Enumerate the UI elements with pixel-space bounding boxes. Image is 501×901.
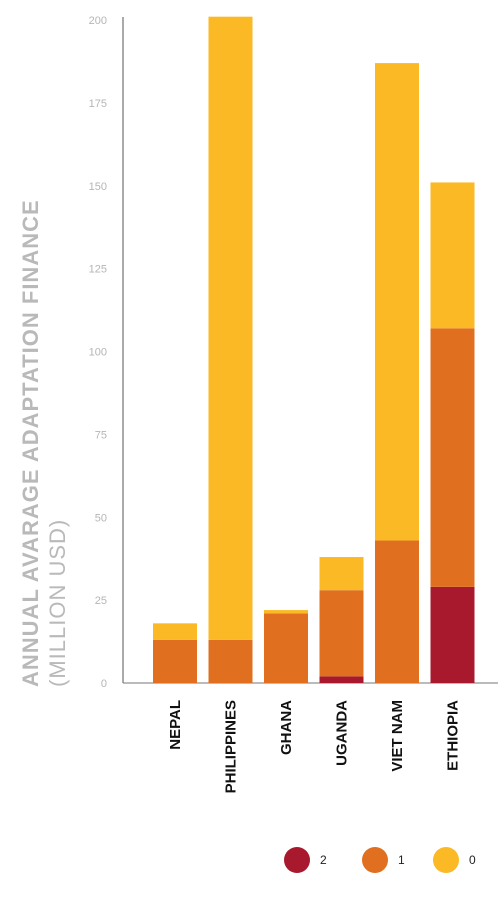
- y-tick-label: 100: [89, 347, 107, 359]
- legend-swatch-0: [433, 847, 459, 873]
- category-label: PHILIPPINES: [223, 700, 240, 793]
- y-tick-label: 0: [101, 678, 107, 690]
- y-tick-label: 125: [89, 264, 107, 276]
- legend: 2 1 0: [284, 847, 476, 873]
- y-tick-label: 50: [95, 512, 107, 524]
- y-tick-label: 75: [95, 429, 107, 441]
- bar-segment-series-0: [153, 623, 197, 640]
- bar-segment-series-1: [208, 639, 253, 683]
- bar-segment-series-0: [208, 16, 253, 640]
- bar-segment-series-0: [430, 182, 475, 329]
- category-label: ETHIOPIA: [445, 700, 462, 771]
- y-axis-subtitle: (MILLION USD): [45, 519, 70, 687]
- bars: [153, 16, 475, 683]
- y-tick-label: 25: [95, 595, 107, 607]
- bar-segment-series-2: [430, 586, 475, 683]
- legend-label: 0: [469, 853, 476, 867]
- bar-segment-series-1: [264, 613, 308, 683]
- bar-segment-series-1: [375, 540, 419, 683]
- bar-segment-series-1: [430, 328, 475, 587]
- legend-swatch-1: [362, 847, 388, 873]
- bar-segment-series-0: [264, 610, 308, 614]
- category-label: VIET NAM: [389, 700, 406, 772]
- y-tick-labels: 0 25 50 75 100 125 150 175 200: [89, 15, 107, 690]
- y-tick-label: 150: [89, 181, 107, 193]
- bar-segment-series-1: [319, 590, 364, 677]
- category-label: GHANA: [278, 700, 295, 755]
- bar-segment-series-1: [153, 639, 197, 683]
- bar-segment-series-0: [319, 557, 364, 591]
- y-tick-label: 200: [89, 15, 107, 27]
- y-axis-title: ANNUAL AVARAGE ADAPTATION FINANCE: [18, 199, 43, 687]
- category-labels: NEPAL PHILIPPINES GHANA UGANDA VIET NAM ETHIO…: [167, 700, 462, 794]
- legend-swatch-2: [284, 847, 310, 873]
- category-label: UGANDA: [334, 700, 351, 766]
- legend-label: 2: [320, 853, 327, 867]
- y-tick-label: 175: [89, 98, 107, 110]
- bar-segment-series-0: [375, 63, 419, 541]
- legend-label: 1: [398, 853, 405, 867]
- bar-segment-series-2: [319, 676, 364, 683]
- category-label: NEPAL: [167, 700, 184, 750]
